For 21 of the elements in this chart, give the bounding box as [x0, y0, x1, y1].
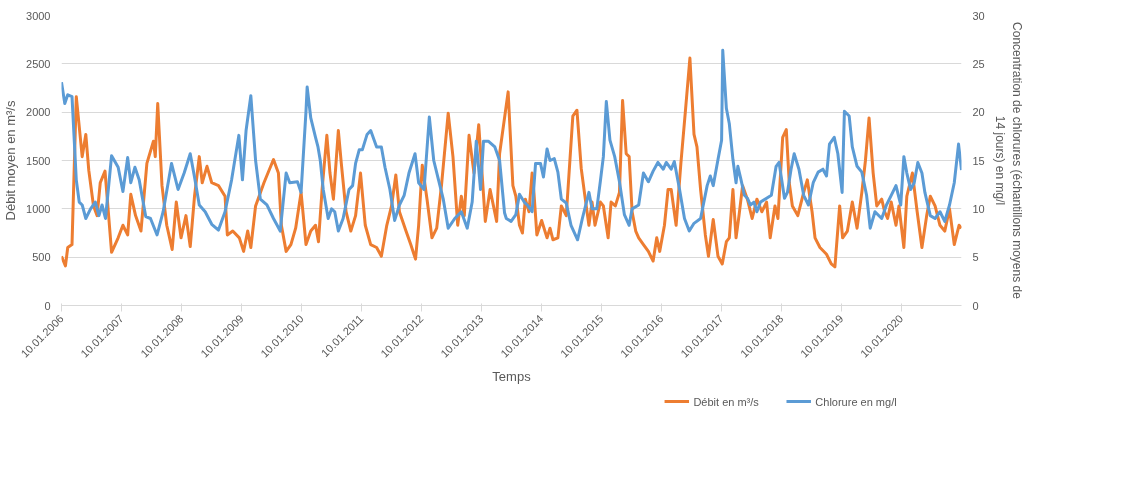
y-tick-label: 2500	[26, 57, 51, 70]
y2-tick-label: 25	[972, 57, 985, 70]
y-tick-label: 1500	[26, 154, 51, 167]
y2-tick-label: 5	[972, 251, 979, 264]
y2-axis-title: Concentration de chlorures (échantillons moyens de 14 jours) en mg/l	[992, 22, 1024, 300]
line-series	[61, 48, 962, 242]
y-tick-label: 1000	[26, 202, 51, 215]
y-tick-label: 3000	[26, 9, 51, 22]
y2-tick-label: 0	[972, 299, 979, 312]
y2-tick-label: 30	[972, 9, 985, 22]
y2-tick-label: 10	[972, 202, 985, 215]
y2-tick-label: 20	[972, 106, 985, 119]
y-tick-label: 2000	[26, 106, 51, 119]
y-axis-title: Débit moyen en m³/s	[3, 100, 19, 221]
x-axis-title: Temps	[492, 369, 532, 385]
legend-label: Chlorure en mg/l	[815, 395, 897, 408]
y2-tick-label: 15	[972, 154, 985, 167]
y-tick-label: 0	[44, 299, 51, 312]
y-tick-label: 500	[32, 251, 51, 264]
legend-label: Débit en m³/s	[693, 395, 760, 408]
line-series	[61, 56, 962, 269]
